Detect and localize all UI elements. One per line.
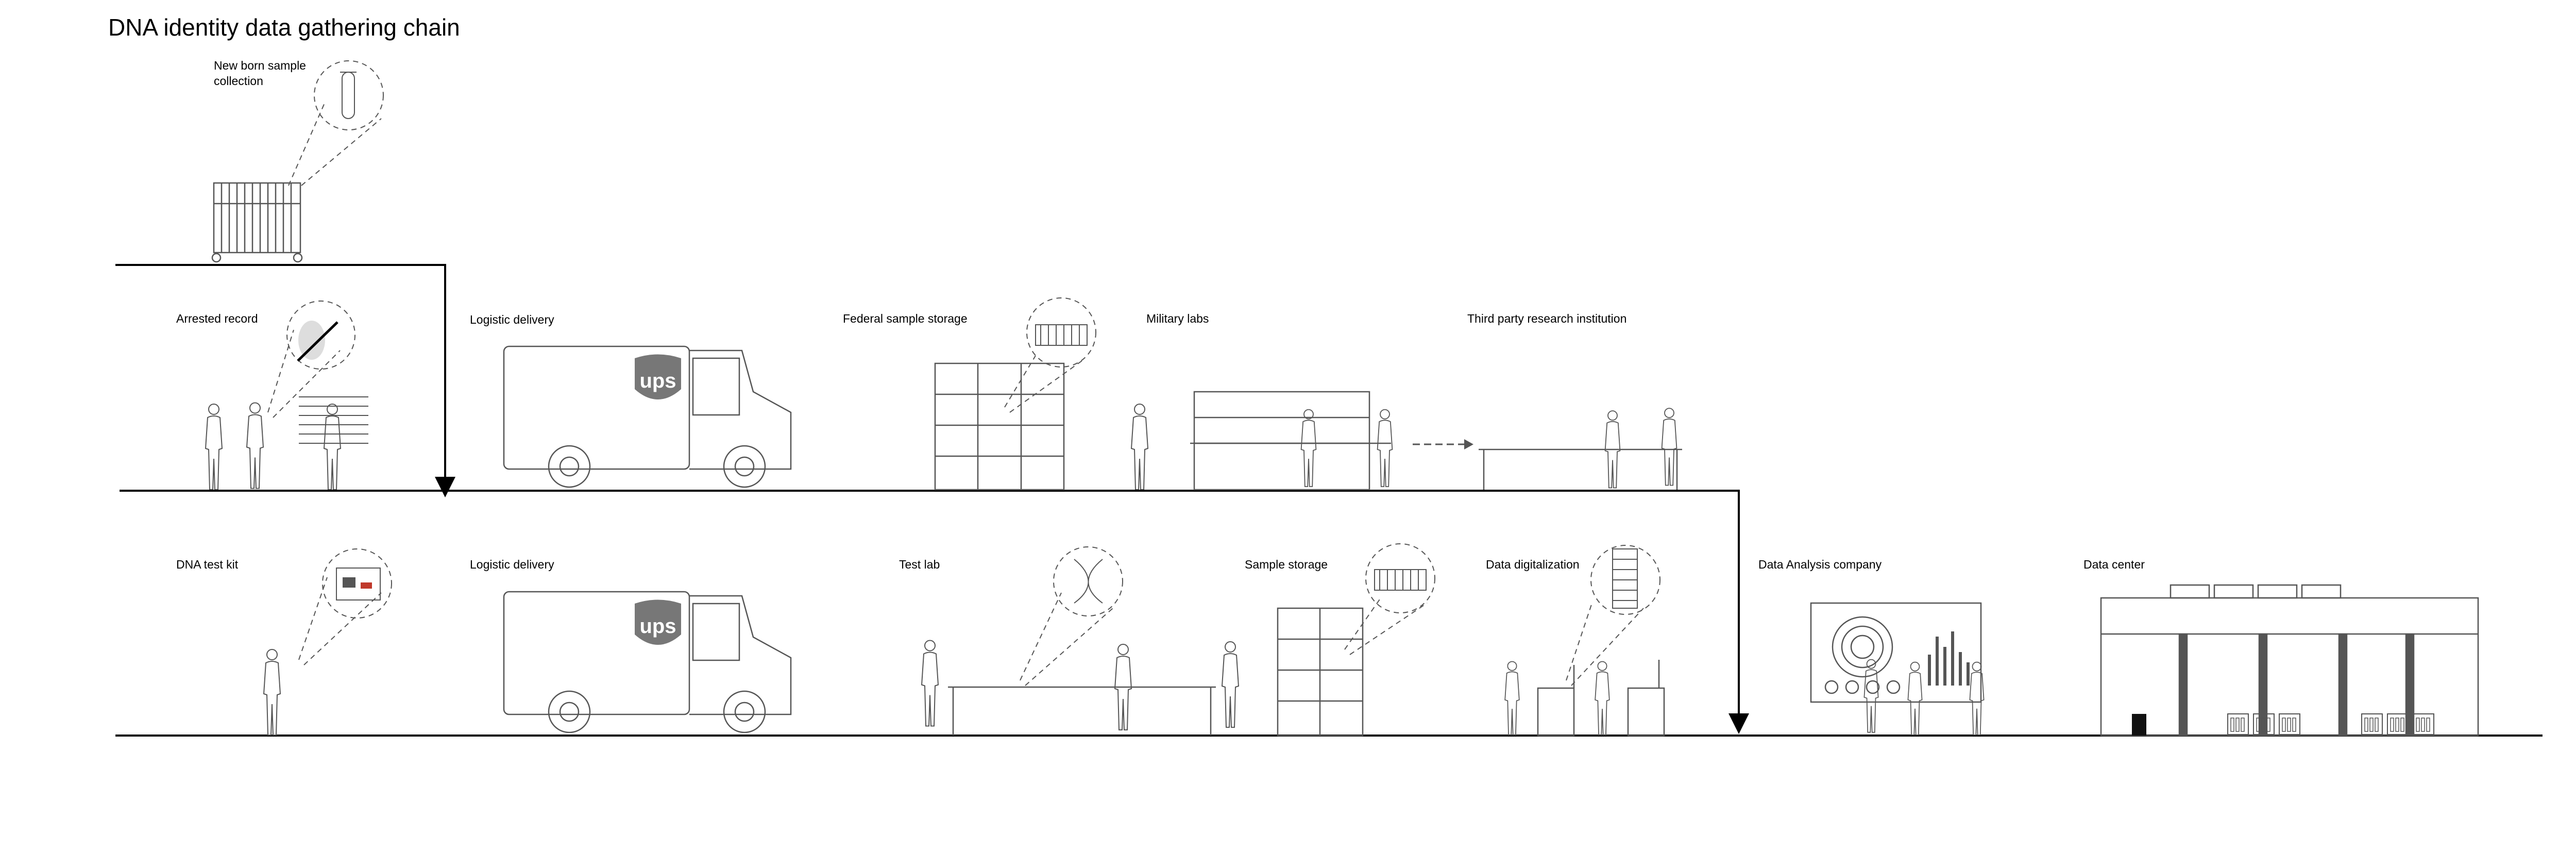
label-logistic-delivery-1: Logistic delivery: [470, 313, 554, 326]
label-military-labs: Military labs: [1146, 312, 1209, 325]
person-soldier: [1131, 404, 1148, 490]
label-third-party-research: Third party research institution: [1467, 312, 1627, 325]
magnifier-storage-vials: [1344, 543, 1435, 655]
label-data-center: Data center: [2083, 558, 2145, 571]
person-suspect-1: [205, 404, 223, 490]
person-analyst-2: [1907, 661, 1923, 736]
page-title: DNA identity data gathering chain: [108, 14, 460, 41]
arrest-scene: [205, 396, 368, 490]
ups-logo-2: ups: [639, 615, 676, 638]
person-analyst-1: [1863, 659, 1879, 733]
dashed-arrow: [1413, 439, 1473, 449]
test-kit-box-icon: [336, 568, 381, 600]
person-tester-1: [921, 640, 939, 727]
label-test-lab: Test lab: [899, 558, 940, 571]
vials-icon: [1035, 324, 1088, 346]
person-officer: [246, 402, 264, 489]
person-typist-1: [1504, 661, 1520, 736]
person-tester-3: [1221, 641, 1240, 728]
vials-icon-2: [1374, 569, 1427, 591]
swab-icon: [297, 321, 338, 362]
analysis-board: [1810, 602, 1982, 703]
person-analyst-3: [1969, 661, 1985, 736]
server-cart-3: [2279, 713, 2300, 735]
storage-shelves-1: [934, 362, 1065, 491]
label-newborn-sample-collection: New born sample collection: [214, 59, 306, 88]
person-lab-worker-1: [1300, 409, 1317, 487]
test-lab: [921, 546, 1240, 736]
label-logistic-delivery-2: Logistic delivery: [470, 558, 554, 571]
dna-kit-scene: [263, 548, 392, 736]
label-data-analysis-company: Data Analysis company: [1758, 558, 1882, 571]
person-customer: [263, 648, 281, 736]
data-center-building: [2100, 584, 2479, 737]
dna-helix-icon: [1074, 559, 1103, 604]
magnifier-swab: [267, 301, 355, 418]
person-researcher-2: [1661, 408, 1677, 486]
person-typist-2: [1595, 661, 1610, 736]
server-cart-1: [2227, 713, 2249, 735]
magnifier-sample-vials: [1004, 297, 1096, 413]
server-cart-5: [2387, 713, 2409, 735]
delivery-truck-2: [503, 591, 792, 733]
person-suspect-2: [324, 404, 341, 490]
label-federal-sample-storage: Federal sample storage: [843, 312, 968, 325]
label-dna-test-kit: DNA test kit: [176, 558, 239, 571]
crib-illustration: [211, 182, 303, 263]
military-lab: [1131, 391, 1393, 491]
server-cart-6: [2413, 713, 2434, 735]
person-lab-worker-2: [1377, 409, 1393, 487]
delivery-truck-1: [503, 345, 792, 488]
label-data-digitalization: Data digitalization: [1486, 558, 1580, 571]
magnifier-test-tube: [288, 60, 384, 186]
research-institution: [1479, 408, 1682, 490]
digitalization-desks: [1504, 545, 1665, 737]
label-arrested-record: Arrested record: [176, 312, 258, 325]
flow-lines: [115, 264, 2543, 737]
test-tube-icon: [342, 72, 355, 119]
ups-logo-1: ups: [639, 370, 676, 392]
storage-shelves-2: [1277, 607, 1364, 737]
server-rack-icon: [1612, 548, 1638, 609]
server-cart-4: [2361, 713, 2383, 735]
label-sample-storage: Sample storage: [1245, 558, 1328, 571]
